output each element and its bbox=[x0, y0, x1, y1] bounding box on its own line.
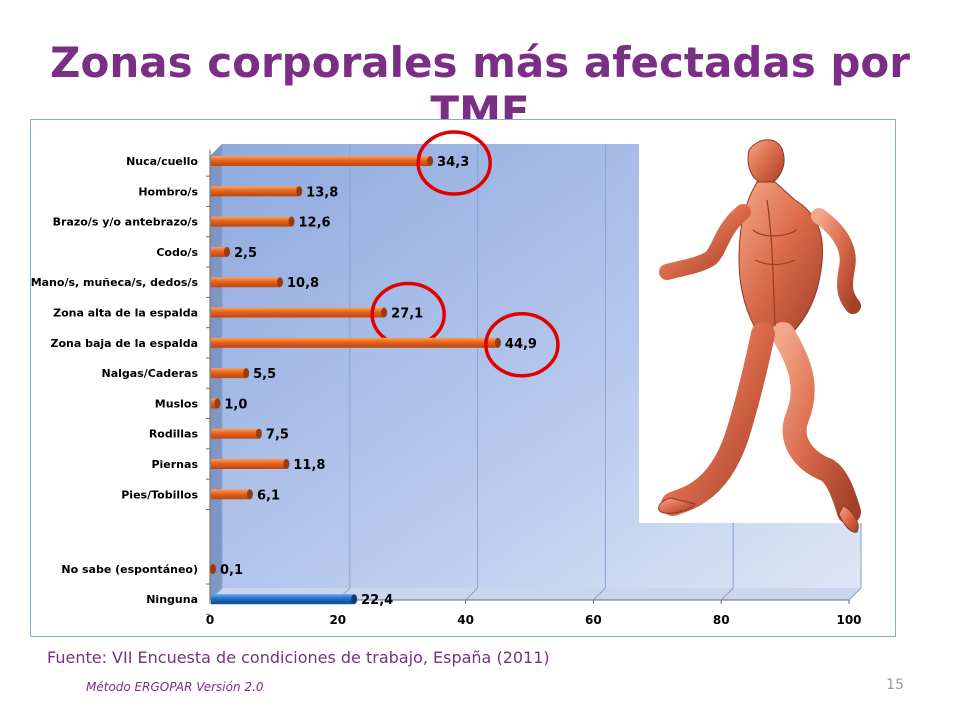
bar bbox=[211, 246, 227, 257]
bar bbox=[211, 216, 292, 227]
bar bbox=[211, 489, 250, 500]
value-label: 10,8 bbox=[287, 276, 319, 291]
x-tick-label: 80 bbox=[713, 613, 730, 627]
plot-floor bbox=[210, 588, 861, 600]
category-label: Mano/s, muñeca/s, dedos/s bbox=[31, 276, 198, 289]
bar-end-cap bbox=[246, 489, 253, 500]
slide-title: Zonas corporales más afectadas por TME bbox=[50, 38, 910, 136]
bar bbox=[211, 428, 259, 439]
value-label: 44,9 bbox=[505, 337, 537, 352]
source-note: Fuente: VII Encuesta de condiciones de t… bbox=[47, 648, 550, 667]
highlight-circle bbox=[416, 130, 492, 196]
figure-muscle-line bbox=[766, 199, 776, 327]
x-tick-label: 20 bbox=[329, 613, 346, 627]
bar bbox=[211, 156, 431, 166]
bar-end-cap bbox=[223, 246, 230, 257]
bar bbox=[211, 337, 498, 348]
x-tick-label: 60 bbox=[585, 613, 602, 627]
value-label: 7,5 bbox=[266, 428, 289, 443]
bar-end-cap bbox=[381, 307, 388, 318]
bar-end-cap bbox=[283, 459, 290, 469]
figure-left-leg bbox=[661, 322, 775, 516]
bar bbox=[211, 398, 218, 409]
page-number: 15 bbox=[886, 677, 904, 693]
value-label: 13,8 bbox=[306, 185, 338, 200]
figure-muscle-line bbox=[752, 229, 798, 237]
footer-text: Método ERGOPAR Versión 2.0 bbox=[86, 680, 264, 694]
category-label: Ninguna bbox=[146, 593, 198, 606]
value-label: 0,1 bbox=[220, 563, 243, 578]
figure-head bbox=[747, 139, 785, 185]
figure-right-leg bbox=[771, 322, 861, 524]
gridline-floor bbox=[720, 587, 734, 601]
category-label: Hombro/s bbox=[138, 185, 198, 198]
bar-chart: 0 20 40 60 80 100 Nuca/cuello 34,3 Hombro/s 13,8 B… bbox=[31, 130, 863, 627]
category-label: Rodillas bbox=[149, 428, 199, 441]
bar bbox=[211, 186, 300, 197]
running-anatomy-figure-icon bbox=[658, 139, 861, 533]
category-label: Pies/Tobillos bbox=[121, 488, 198, 501]
bar bbox=[211, 307, 385, 318]
figure-muscle-line bbox=[754, 259, 796, 266]
bar-end-cap bbox=[288, 216, 295, 227]
value-label: 6,1 bbox=[257, 488, 280, 503]
value-label: 34,3 bbox=[437, 155, 469, 170]
bar-end-cap bbox=[277, 277, 284, 288]
category-label: Piernas bbox=[151, 458, 198, 471]
figure-right-arm bbox=[811, 208, 861, 314]
bar bbox=[211, 459, 287, 469]
category-label: Nalgas/Caderas bbox=[102, 367, 199, 380]
bar-end-cap bbox=[210, 563, 216, 574]
x-tick-label: 40 bbox=[457, 613, 474, 627]
figure-right-foot bbox=[838, 505, 859, 533]
gridline-floor bbox=[465, 587, 478, 601]
gridline-floor bbox=[593, 587, 606, 601]
category-label: Zona baja de la espalda bbox=[51, 337, 199, 350]
value-label: 12,6 bbox=[299, 216, 331, 231]
category-label: No sabe (espontáneo) bbox=[61, 563, 198, 576]
bar-end-cap bbox=[351, 594, 358, 605]
category-label: Muslos bbox=[155, 397, 199, 410]
bar-end-cap bbox=[494, 337, 501, 348]
x-tick-label: 0 bbox=[206, 613, 214, 627]
bar bbox=[211, 368, 247, 379]
figure-left-arm bbox=[659, 204, 751, 280]
bar-end-cap bbox=[255, 428, 262, 439]
value-label: 5,5 bbox=[253, 367, 276, 382]
value-label: 2,5 bbox=[234, 246, 257, 261]
x-tick-label: 100 bbox=[836, 613, 861, 627]
value-label: 1,0 bbox=[224, 397, 247, 412]
value-label: 27,1 bbox=[391, 307, 423, 322]
highlight-circle bbox=[484, 312, 560, 378]
bar-end-cap bbox=[214, 398, 221, 409]
bar-end-cap bbox=[296, 186, 303, 197]
chart-container: 0 20 40 60 80 100 Nuca/cuello 34,3 Hombro/s 13,8 B… bbox=[30, 119, 896, 637]
value-label: 22,4 bbox=[361, 593, 393, 608]
bar-end-cap bbox=[243, 368, 250, 379]
bar-end-cap bbox=[427, 156, 434, 166]
category-label: Nuca/cuello bbox=[126, 155, 198, 168]
figure-left-foot bbox=[658, 497, 696, 514]
category-label: Brazo/s y/o antebrazo/s bbox=[53, 216, 199, 229]
bar bbox=[211, 277, 281, 288]
category-label: Codo/s bbox=[156, 246, 198, 259]
category-label: Zona alta de la espalda bbox=[53, 307, 198, 320]
gridline-floor bbox=[848, 587, 862, 601]
bar bbox=[211, 594, 355, 605]
value-label: 11,8 bbox=[293, 458, 325, 473]
